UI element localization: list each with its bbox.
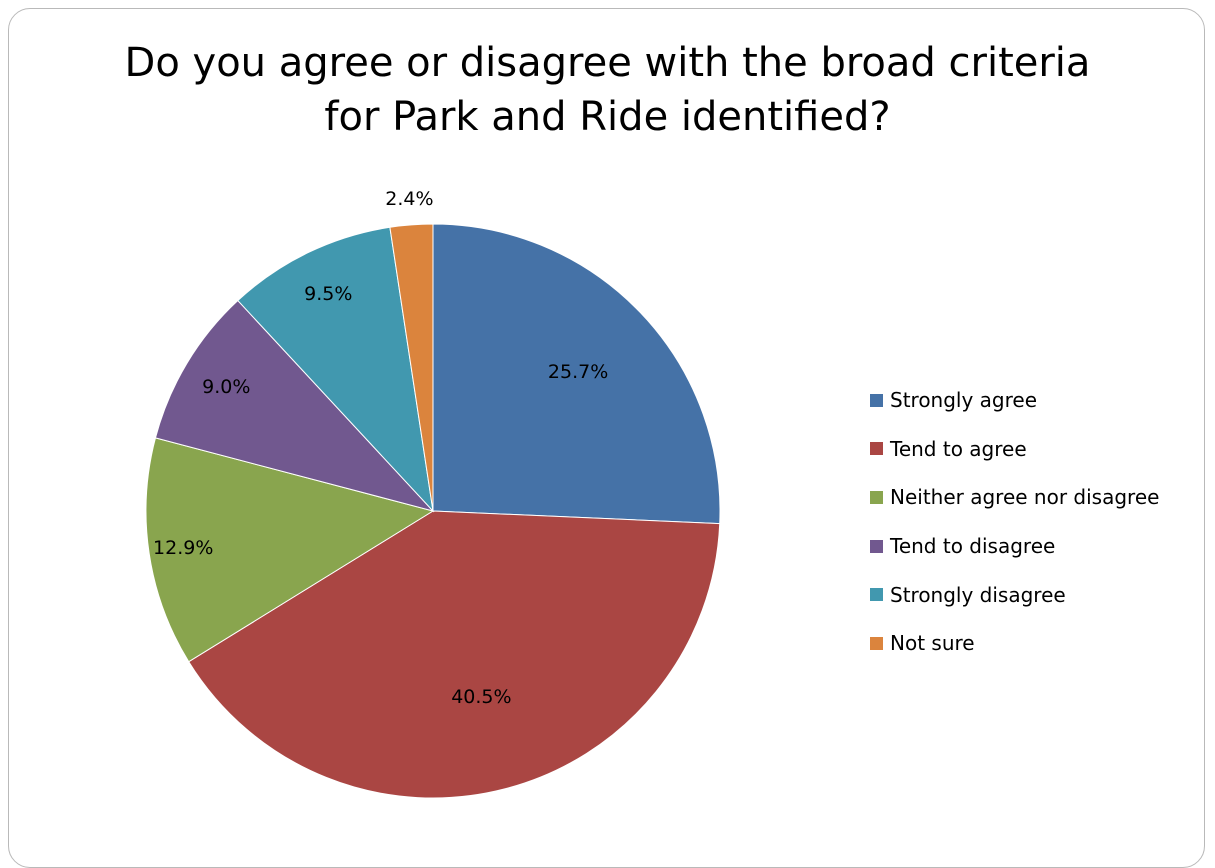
legend-label: Not sure [890,631,975,656]
legend-swatch [870,539,883,553]
pie-slice-tend-to-agree [188,510,721,799]
legend-swatch [870,588,883,602]
legend-label: Tend to disagree [890,534,1056,559]
pie-slice-not-sure [389,223,434,512]
chart-title: Do you agree or disagree with the broad … [0,36,1215,144]
data-label-tend-to-disagree: 9.0% [202,376,250,398]
data-label-strongly-agree: 25.7% [548,361,608,383]
pie-slice-neither-agree-nor-disagree [145,437,435,663]
chart-title-line-2: for Park and Ride identified? [324,94,891,140]
legend-item-tend-to-agree: Tend to agree [870,425,1159,474]
pie-slice-tend-to-disagree [154,299,435,512]
pie-slice-strongly-disagree [237,226,434,513]
legend-item-strongly-agree: Strongly agree [870,376,1159,425]
chart-title-line-1: Do you agree or disagree with the broad … [124,40,1091,86]
legend-label: Strongly disagree [890,582,1066,607]
legend-item-not-sure: Not sure [870,619,1159,668]
legend-item-strongly-disagree: Strongly disagree [870,570,1159,619]
data-label-neither-agree-nor-disagree: 12.9% [153,537,213,559]
legend-label: Neither agree nor disagree [890,485,1160,510]
data-label-strongly-disagree: 9.5% [304,283,352,305]
legend-item-neither-agree-nor-disagree: Neither agree nor disagree [870,473,1159,522]
legend-swatch [870,442,883,456]
pie-slice-strongly-agree [432,223,721,525]
legend-label: Tend to agree [890,436,1027,461]
legend-swatch [870,393,883,407]
chart-legend: Strongly agree Tend to agree Neither agree… [870,376,1159,668]
legend-swatch [870,490,883,504]
data-label-tend-to-agree: 40.5% [451,686,511,708]
legend-item-tend-to-disagree: Tend to disagree [870,522,1159,571]
data-label-not-sure: 2.4% [385,188,433,210]
legend-label: Strongly agree [890,388,1038,413]
legend-swatch [870,636,883,650]
